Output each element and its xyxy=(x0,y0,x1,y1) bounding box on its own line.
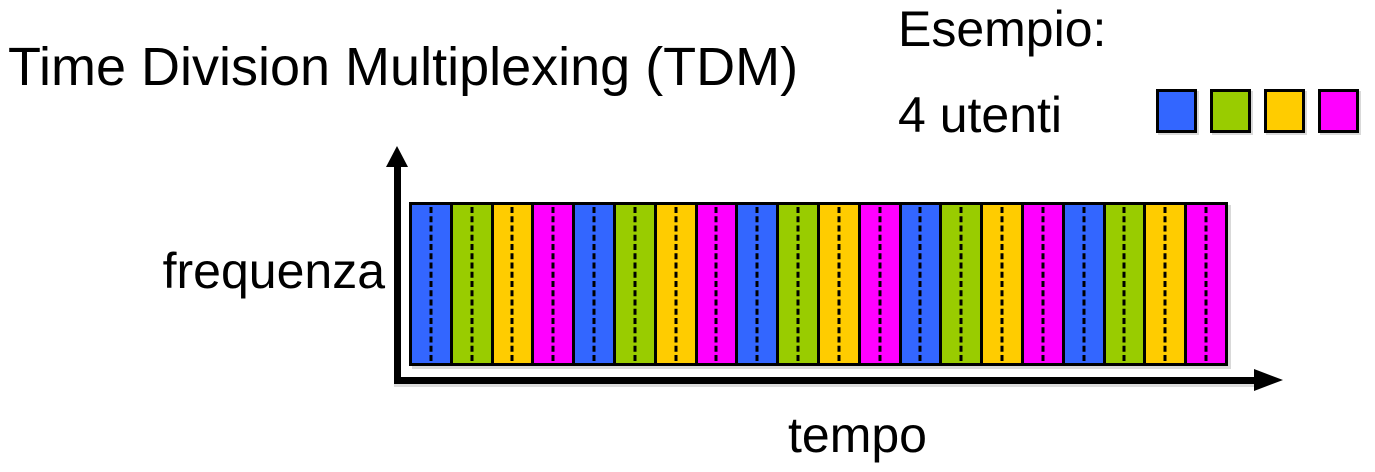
tdm-slot-user-4 xyxy=(1020,205,1062,363)
y-axis-label: frequenza xyxy=(162,243,385,299)
tdm-slot-user-4 xyxy=(857,205,899,363)
tdm-slot-user-4 xyxy=(531,205,573,363)
tdm-slot-user-2 xyxy=(776,205,817,363)
legend-swatch-user-3 xyxy=(1264,89,1305,133)
example-users-count: 4 utenti xyxy=(898,87,1063,143)
y-axis-arrow-icon xyxy=(386,146,408,167)
tdm-slot-user-2 xyxy=(1102,205,1144,363)
tdm-slot-user-1 xyxy=(1061,205,1103,363)
page-title: Time Division Multiplexing (TDM) xyxy=(8,37,799,97)
y-axis-line xyxy=(394,160,401,384)
tdm-slot-user-3 xyxy=(653,205,695,363)
legend-swatch-user-2 xyxy=(1210,89,1251,133)
x-axis-line xyxy=(394,377,1254,384)
tdm-slot-user-2 xyxy=(612,205,654,363)
tdm-band xyxy=(409,202,1228,366)
tdm-slot-user-2 xyxy=(939,205,981,363)
tdm-slot-user-3 xyxy=(816,205,858,363)
tdm-slot-user-3 xyxy=(980,205,1021,363)
tdm-slot-user-3 xyxy=(490,205,532,363)
tdm-slot-user-1 xyxy=(572,205,613,363)
example-heading: Esempio: xyxy=(898,1,1107,57)
legend-swatch-user-4 xyxy=(1318,89,1359,133)
tdm-slot-user-4 xyxy=(694,205,736,363)
user-legend xyxy=(1156,89,1359,133)
tdm-slot-user-3 xyxy=(1143,205,1185,363)
legend-swatch-user-1 xyxy=(1156,89,1197,133)
x-axis-label: tempo xyxy=(788,407,927,463)
tdm-slot-user-1 xyxy=(735,205,777,363)
x-axis-arrow-icon xyxy=(1254,369,1283,391)
tdm-slot-user-2 xyxy=(449,205,491,363)
tdm-slot-user-4 xyxy=(1184,205,1225,363)
tdm-slot-user-1 xyxy=(898,205,940,363)
tdm-slot-user-1 xyxy=(412,205,450,363)
